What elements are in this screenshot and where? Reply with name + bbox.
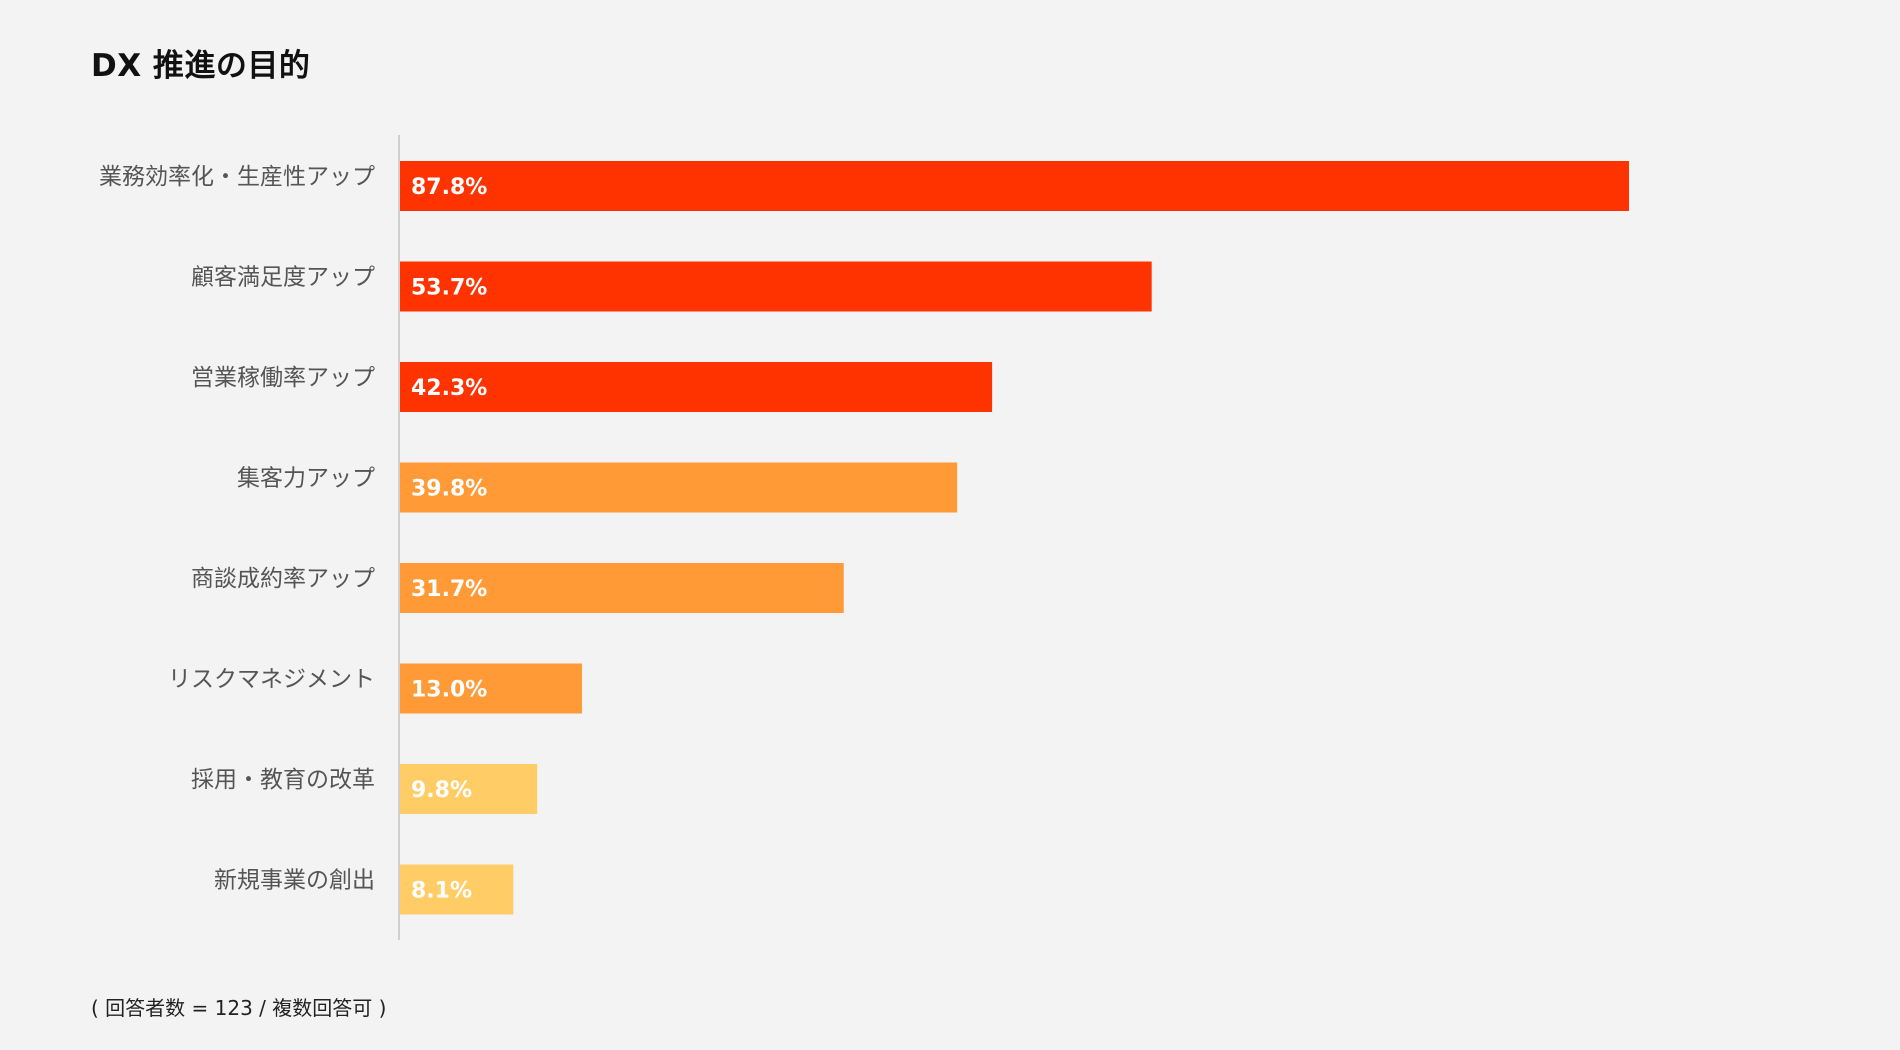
bar-value-label: 9.8% — [411, 778, 472, 803]
bar — [400, 362, 993, 412]
bar — [400, 161, 1629, 211]
bar-value-label: 42.3% — [411, 376, 487, 401]
category-label: 商談成約率アップ — [191, 566, 375, 592]
bar-value-label: 8.1% — [411, 879, 472, 904]
bar-value-label: 87.8% — [411, 175, 487, 200]
footnote: ( 回答者数 = 123 / 複数回答可 ) — [91, 996, 387, 1020]
bar — [400, 663, 582, 714]
chart-title: DX 推進の目的 — [91, 48, 311, 84]
bar — [400, 462, 958, 513]
bar-value-label: 31.7% — [411, 577, 487, 602]
category-label: 集客力アップ — [237, 466, 375, 492]
category-label: 営業稼働率アップ — [191, 365, 375, 391]
bar — [400, 764, 538, 814]
bar-value-label: 39.8% — [411, 477, 487, 502]
category-label: 業務効率化・生産性アップ — [99, 164, 375, 190]
bar — [400, 563, 844, 613]
category-label: 顧客満足度アップ — [191, 265, 375, 291]
bar — [400, 261, 1152, 312]
bar — [400, 864, 514, 915]
bar-value-label: 13.0% — [411, 678, 487, 703]
bar-value-label: 53.7% — [411, 276, 487, 301]
category-label: 採用・教育の改革 — [191, 767, 375, 793]
category-label: リスクマネジメント — [168, 667, 375, 693]
category-label: 新規事業の創出 — [214, 868, 375, 894]
